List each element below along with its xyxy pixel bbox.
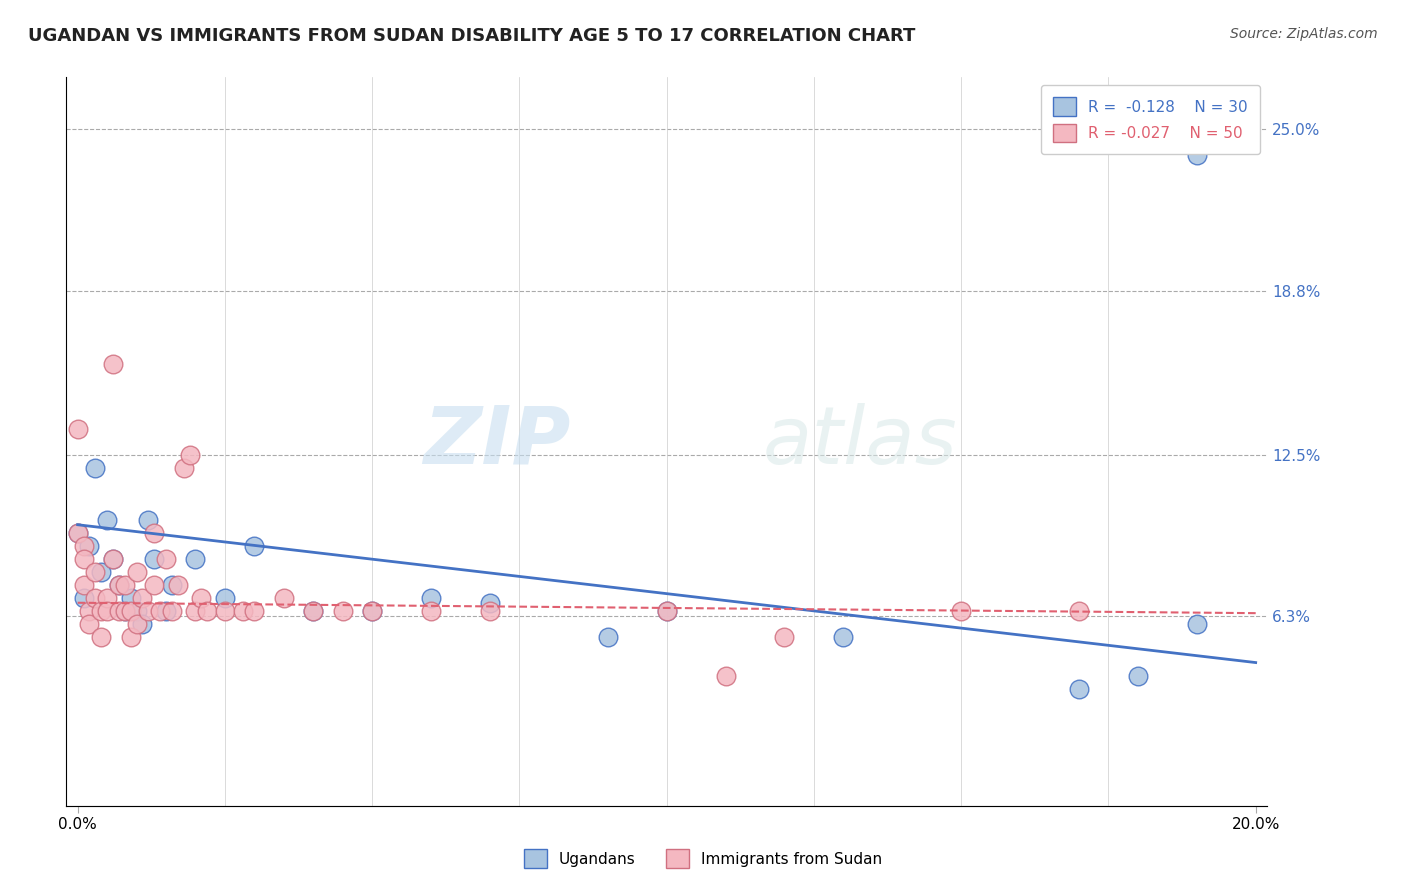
Point bbox=[173, 460, 195, 475]
Point bbox=[273, 591, 295, 605]
Point bbox=[138, 512, 160, 526]
Point bbox=[950, 603, 973, 617]
Point bbox=[179, 448, 201, 462]
Point bbox=[232, 603, 254, 617]
Point bbox=[832, 630, 855, 644]
Point bbox=[302, 603, 325, 617]
Point bbox=[66, 525, 89, 540]
Text: UGANDAN VS IMMIGRANTS FROM SUDAN DISABILITY AGE 5 TO 17 CORRELATION CHART: UGANDAN VS IMMIGRANTS FROM SUDAN DISABIL… bbox=[28, 27, 915, 45]
Point bbox=[90, 565, 112, 579]
Point bbox=[655, 603, 678, 617]
Point bbox=[72, 577, 94, 591]
Point bbox=[66, 421, 89, 435]
Point bbox=[361, 603, 384, 617]
Point bbox=[143, 577, 166, 591]
Point bbox=[332, 603, 354, 617]
Point bbox=[96, 591, 118, 605]
Point bbox=[131, 616, 153, 631]
Point bbox=[160, 577, 183, 591]
Point bbox=[66, 525, 89, 540]
Point bbox=[184, 551, 207, 566]
Point bbox=[190, 591, 212, 605]
Point bbox=[243, 603, 266, 617]
Point bbox=[1185, 148, 1208, 162]
Legend: Ugandans, Immigrants from Sudan: Ugandans, Immigrants from Sudan bbox=[516, 841, 890, 875]
Point bbox=[420, 591, 443, 605]
Point bbox=[90, 603, 112, 617]
Point bbox=[195, 603, 218, 617]
Point bbox=[420, 603, 443, 617]
Point bbox=[72, 591, 94, 605]
Point bbox=[79, 539, 101, 553]
Point bbox=[214, 603, 236, 617]
Point bbox=[101, 551, 124, 566]
Point bbox=[773, 630, 796, 644]
Point bbox=[302, 603, 325, 617]
Point bbox=[149, 603, 172, 617]
Point bbox=[1067, 603, 1090, 617]
Point bbox=[114, 577, 136, 591]
Point bbox=[243, 539, 266, 553]
Point bbox=[101, 551, 124, 566]
Point bbox=[108, 577, 131, 591]
Legend: R =  -0.128    N = 30, R = -0.027    N = 50: R = -0.128 N = 30, R = -0.027 N = 50 bbox=[1040, 85, 1260, 154]
Point bbox=[143, 525, 166, 540]
Point bbox=[1067, 681, 1090, 696]
Point bbox=[114, 603, 136, 617]
Point bbox=[131, 591, 153, 605]
Text: Source: ZipAtlas.com: Source: ZipAtlas.com bbox=[1230, 27, 1378, 41]
Point bbox=[120, 603, 142, 617]
Point bbox=[143, 551, 166, 566]
Point bbox=[108, 603, 131, 617]
Point bbox=[361, 603, 384, 617]
Point bbox=[96, 512, 118, 526]
Point bbox=[125, 616, 148, 631]
Point bbox=[138, 603, 160, 617]
Point bbox=[214, 591, 236, 605]
Text: atlas: atlas bbox=[763, 402, 957, 481]
Point bbox=[1185, 616, 1208, 631]
Point bbox=[155, 551, 177, 566]
Point bbox=[166, 577, 188, 591]
Text: ZIP: ZIP bbox=[423, 402, 571, 481]
Point bbox=[478, 603, 501, 617]
Point bbox=[84, 591, 107, 605]
Point bbox=[84, 565, 107, 579]
Point bbox=[125, 603, 148, 617]
Point bbox=[96, 603, 118, 617]
Point bbox=[125, 565, 148, 579]
Point bbox=[114, 603, 136, 617]
Point bbox=[596, 630, 619, 644]
Point bbox=[79, 616, 101, 631]
Point bbox=[120, 591, 142, 605]
Point bbox=[79, 603, 101, 617]
Point bbox=[478, 596, 501, 610]
Point bbox=[72, 539, 94, 553]
Point bbox=[101, 357, 124, 371]
Point bbox=[155, 603, 177, 617]
Point bbox=[90, 630, 112, 644]
Point bbox=[84, 460, 107, 475]
Point bbox=[184, 603, 207, 617]
Point bbox=[714, 668, 737, 682]
Point bbox=[655, 603, 678, 617]
Point bbox=[120, 630, 142, 644]
Point bbox=[72, 551, 94, 566]
Point bbox=[1126, 668, 1149, 682]
Point bbox=[160, 603, 183, 617]
Point bbox=[108, 577, 131, 591]
